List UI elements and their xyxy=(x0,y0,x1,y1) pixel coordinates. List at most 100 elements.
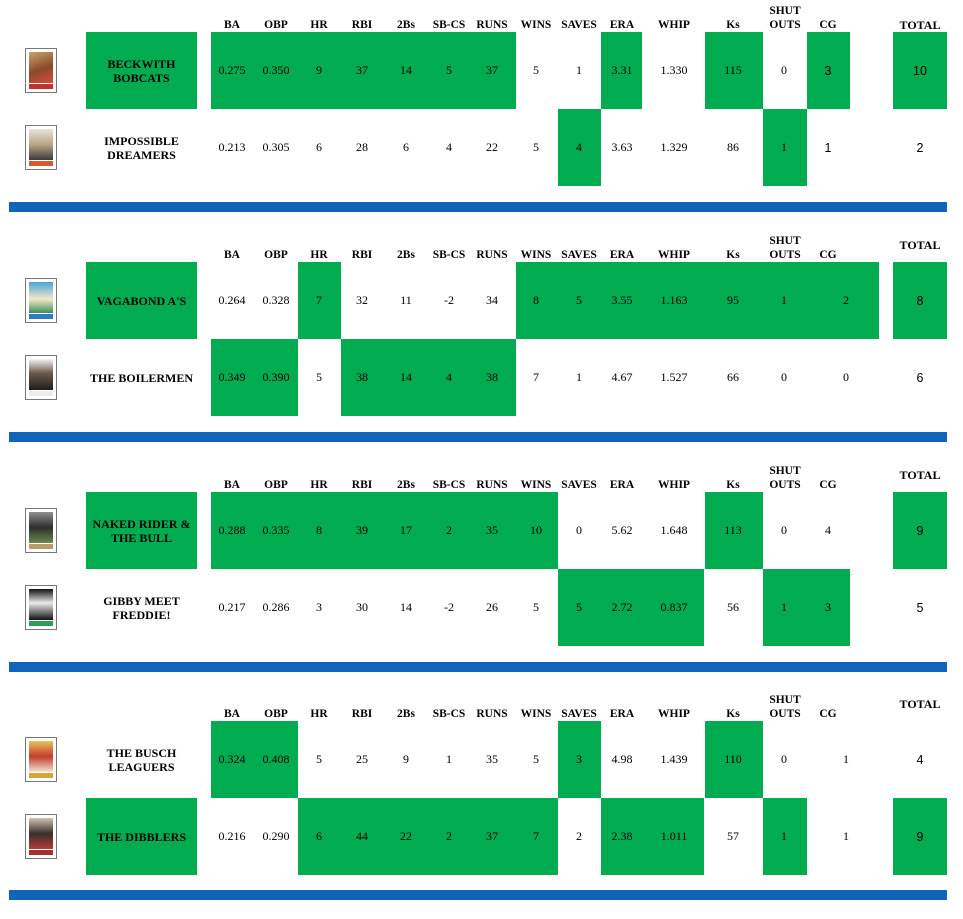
col-header-rbi: RBI xyxy=(351,249,373,261)
col-header-hr: HR xyxy=(310,249,328,261)
team-name: THE BOILERMEN xyxy=(89,370,194,385)
stat-runs: 26 xyxy=(486,600,498,614)
stat-2bs: 6 xyxy=(403,140,409,154)
col-header-obp: OBP xyxy=(264,19,288,31)
stat-obp: 0.290 xyxy=(262,829,290,843)
col-header-wins: WINS xyxy=(520,19,552,31)
col-header-ks: Ks xyxy=(726,249,740,261)
stat-sbcs: -2 xyxy=(444,600,454,614)
col-header-obp: OBP xyxy=(264,708,288,720)
col-header-whip: WHIP xyxy=(658,708,690,720)
col-header-wins: WINS xyxy=(520,708,552,720)
col-header-whip: WHIP xyxy=(658,479,690,491)
col-header-ba: BA xyxy=(224,479,240,491)
stat-whip: 1.011 xyxy=(660,829,688,843)
stat-whip: 1.648 xyxy=(660,523,688,537)
stat-obp: 0.286 xyxy=(262,600,290,614)
stat-ba: 0.275 xyxy=(218,63,246,77)
stat-ba: 0.213 xyxy=(218,140,246,154)
team-name: NAKED RIDER & THE BULL xyxy=(92,516,191,545)
col-header-ba: BA xyxy=(224,249,240,261)
matchup-4: BA OBP HR RBI 2Bs SB-CS RUNS WINS SAVES … xyxy=(0,689,963,919)
stat-runs: 22 xyxy=(486,140,498,154)
stat-2bs: 11 xyxy=(400,293,412,307)
stat-era: 4.67 xyxy=(611,370,633,384)
team-name: GIBBY MEET FREDDIE! xyxy=(103,593,180,622)
col-header-shutouts: SHUT OUTS xyxy=(769,235,801,261)
col-header-runs: RUNS xyxy=(476,19,508,31)
stat-total: 2 xyxy=(916,140,924,155)
col-header-rbi: RBI xyxy=(351,479,373,491)
col-header-saves: SAVES xyxy=(561,708,597,720)
stat-shutouts: 0 xyxy=(781,370,787,384)
matchup-divider xyxy=(9,202,947,212)
stat-era: 5.62 xyxy=(611,523,633,537)
col-header-ba: BA xyxy=(224,708,240,720)
stat-obp: 0.305 xyxy=(262,140,290,154)
stat-total: 4 xyxy=(916,752,924,767)
stat-whip: 1.330 xyxy=(660,63,688,77)
stat-shutouts: 0 xyxy=(781,63,787,77)
stat-hr: 6 xyxy=(316,829,322,843)
col-header-cg: CG xyxy=(819,19,837,31)
team-logo-impossible-dreamers xyxy=(25,125,57,170)
team-logo-gibby-meet-freddie xyxy=(25,585,57,630)
stat-saves: 5 xyxy=(576,293,582,307)
matchup-divider xyxy=(9,432,947,442)
stat-sbcs: -2 xyxy=(444,293,454,307)
stat-era: 3.63 xyxy=(611,140,633,154)
stat-runs: 37 xyxy=(486,829,498,843)
col-header-saves: SAVES xyxy=(561,249,597,261)
stat-ba: 0.324 xyxy=(218,752,246,766)
team-name: THE BUSCH LEAGUERS xyxy=(106,745,177,774)
col-header-2bs: 2Bs xyxy=(397,708,415,720)
stat-ks: 66 xyxy=(727,370,739,384)
stat-shutouts: 0 xyxy=(781,752,787,766)
col-header-shutouts: SHUT OUTS xyxy=(769,5,801,31)
stat-2bs: 17 xyxy=(400,523,412,537)
stat-total: 5 xyxy=(916,600,924,615)
stat-runs: 35 xyxy=(486,523,498,537)
stat-wins: 5 xyxy=(533,63,539,77)
stat-sbcs: 1 xyxy=(446,752,452,766)
stat-ks: 56 xyxy=(727,600,739,614)
stat-saves: 3 xyxy=(576,752,582,766)
team-row: NAKED RIDER & THE BULL 0.288 0.335 8 39 … xyxy=(0,492,963,569)
col-header-total: TOTAL xyxy=(899,697,941,711)
stat-saves: 0 xyxy=(576,523,582,537)
matchup-divider xyxy=(9,890,947,900)
stat-runs: 35 xyxy=(486,752,498,766)
col-header-total: TOTAL xyxy=(899,468,941,482)
stat-saves: 2 xyxy=(576,829,582,843)
stat-wins: 5 xyxy=(533,600,539,614)
stat-shutouts: 1 xyxy=(781,600,787,614)
stat-hr: 9 xyxy=(316,63,322,77)
col-header-cg: CG xyxy=(819,249,837,261)
stat-sbcs: 2 xyxy=(446,829,452,843)
stat-rbi: 39 xyxy=(356,523,368,537)
stat-whip: 0.837 xyxy=(660,600,688,614)
team-row: GIBBY MEET FREDDIE! 0.217 0.286 3 30 14 … xyxy=(0,569,963,646)
stat-cg: 1 xyxy=(824,140,832,155)
matchup-2: BA OBP HR RBI 2Bs SB-CS RUNS WINS SAVES … xyxy=(0,230,963,460)
stat-cg: 0 xyxy=(843,370,849,384)
stat-saves: 4 xyxy=(576,140,582,154)
stat-rbi: 38 xyxy=(356,370,368,384)
stat-whip: 1.329 xyxy=(660,140,688,154)
col-header-cg: CG xyxy=(819,708,837,720)
stat-shutouts: 0 xyxy=(781,523,787,537)
team-row: IMPOSSIBLE DREAMERS 0.213 0.305 6 28 6 4… xyxy=(0,109,963,186)
team-logo-vagabond-as xyxy=(25,278,57,323)
col-header-cg: CG xyxy=(819,479,837,491)
stat-cg: 2 xyxy=(843,293,849,307)
col-header-ba: BA xyxy=(224,19,240,31)
stat-ks: 86 xyxy=(727,140,739,154)
col-header-rbi: RBI xyxy=(351,19,373,31)
stat-rbi: 28 xyxy=(356,140,368,154)
stat-total: 9 xyxy=(916,523,924,538)
col-header-hr: HR xyxy=(310,19,328,31)
stat-hr: 3 xyxy=(316,600,322,614)
team-logo-the-boilermen xyxy=(25,355,57,400)
team-logo-the-busch-leaguers xyxy=(25,737,57,782)
team-row: BECKWITH BOBCATS 0.275 0.350 9 37 14 5 3… xyxy=(0,32,963,109)
